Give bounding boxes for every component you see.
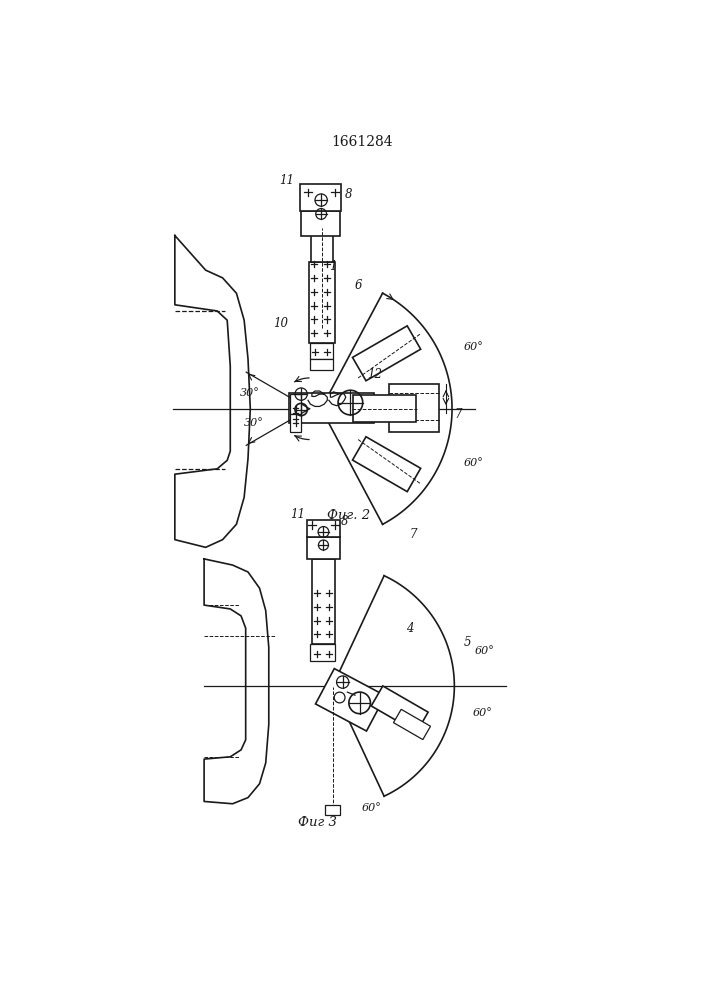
Bar [312, 559, 335, 644]
Text: 6: 6 [354, 279, 362, 292]
Text: 30°: 30° [240, 388, 259, 398]
Bar [291, 394, 301, 414]
Text: 60°: 60° [473, 708, 493, 718]
Polygon shape [353, 437, 421, 492]
Bar [309, 262, 335, 343]
Bar [325, 805, 340, 815]
Polygon shape [175, 235, 250, 547]
Text: Фиг. 2: Фиг. 2 [327, 509, 370, 522]
Text: 5: 5 [464, 636, 471, 649]
Bar [307, 520, 340, 537]
Text: Фиг 3: Фиг 3 [298, 816, 337, 829]
Bar [291, 414, 301, 432]
Polygon shape [371, 686, 428, 732]
Bar [310, 343, 333, 359]
Bar [288, 393, 373, 423]
Text: 60°: 60° [361, 803, 381, 813]
Text: 60°: 60° [464, 342, 484, 352]
Text: 7: 7 [455, 408, 462, 421]
Text: 7: 7 [410, 528, 417, 541]
Polygon shape [394, 709, 431, 740]
Bar [373, 396, 387, 406]
Text: 10: 10 [273, 317, 288, 330]
Text: 60°: 60° [474, 646, 494, 656]
Text: 8: 8 [341, 515, 348, 528]
Text: 11: 11 [279, 174, 294, 187]
Polygon shape [204, 559, 269, 804]
Text: 30°: 30° [244, 418, 264, 428]
Text: 1: 1 [329, 260, 337, 273]
Bar [308, 537, 339, 559]
Text: 1661284: 1661284 [331, 135, 393, 149]
Polygon shape [315, 669, 385, 731]
Bar [310, 644, 335, 661]
Bar [301, 211, 339, 235]
Text: 12: 12 [368, 368, 382, 381]
Text: 11: 11 [291, 508, 305, 521]
Bar [300, 184, 341, 211]
Bar [389, 384, 439, 432]
Bar [311, 235, 333, 262]
Polygon shape [353, 326, 421, 381]
Text: 8: 8 [345, 188, 353, 201]
Text: 60°: 60° [464, 458, 484, 468]
Text: 4: 4 [406, 622, 414, 635]
Bar [310, 359, 333, 370]
Polygon shape [353, 395, 416, 422]
Bar [373, 405, 387, 419]
